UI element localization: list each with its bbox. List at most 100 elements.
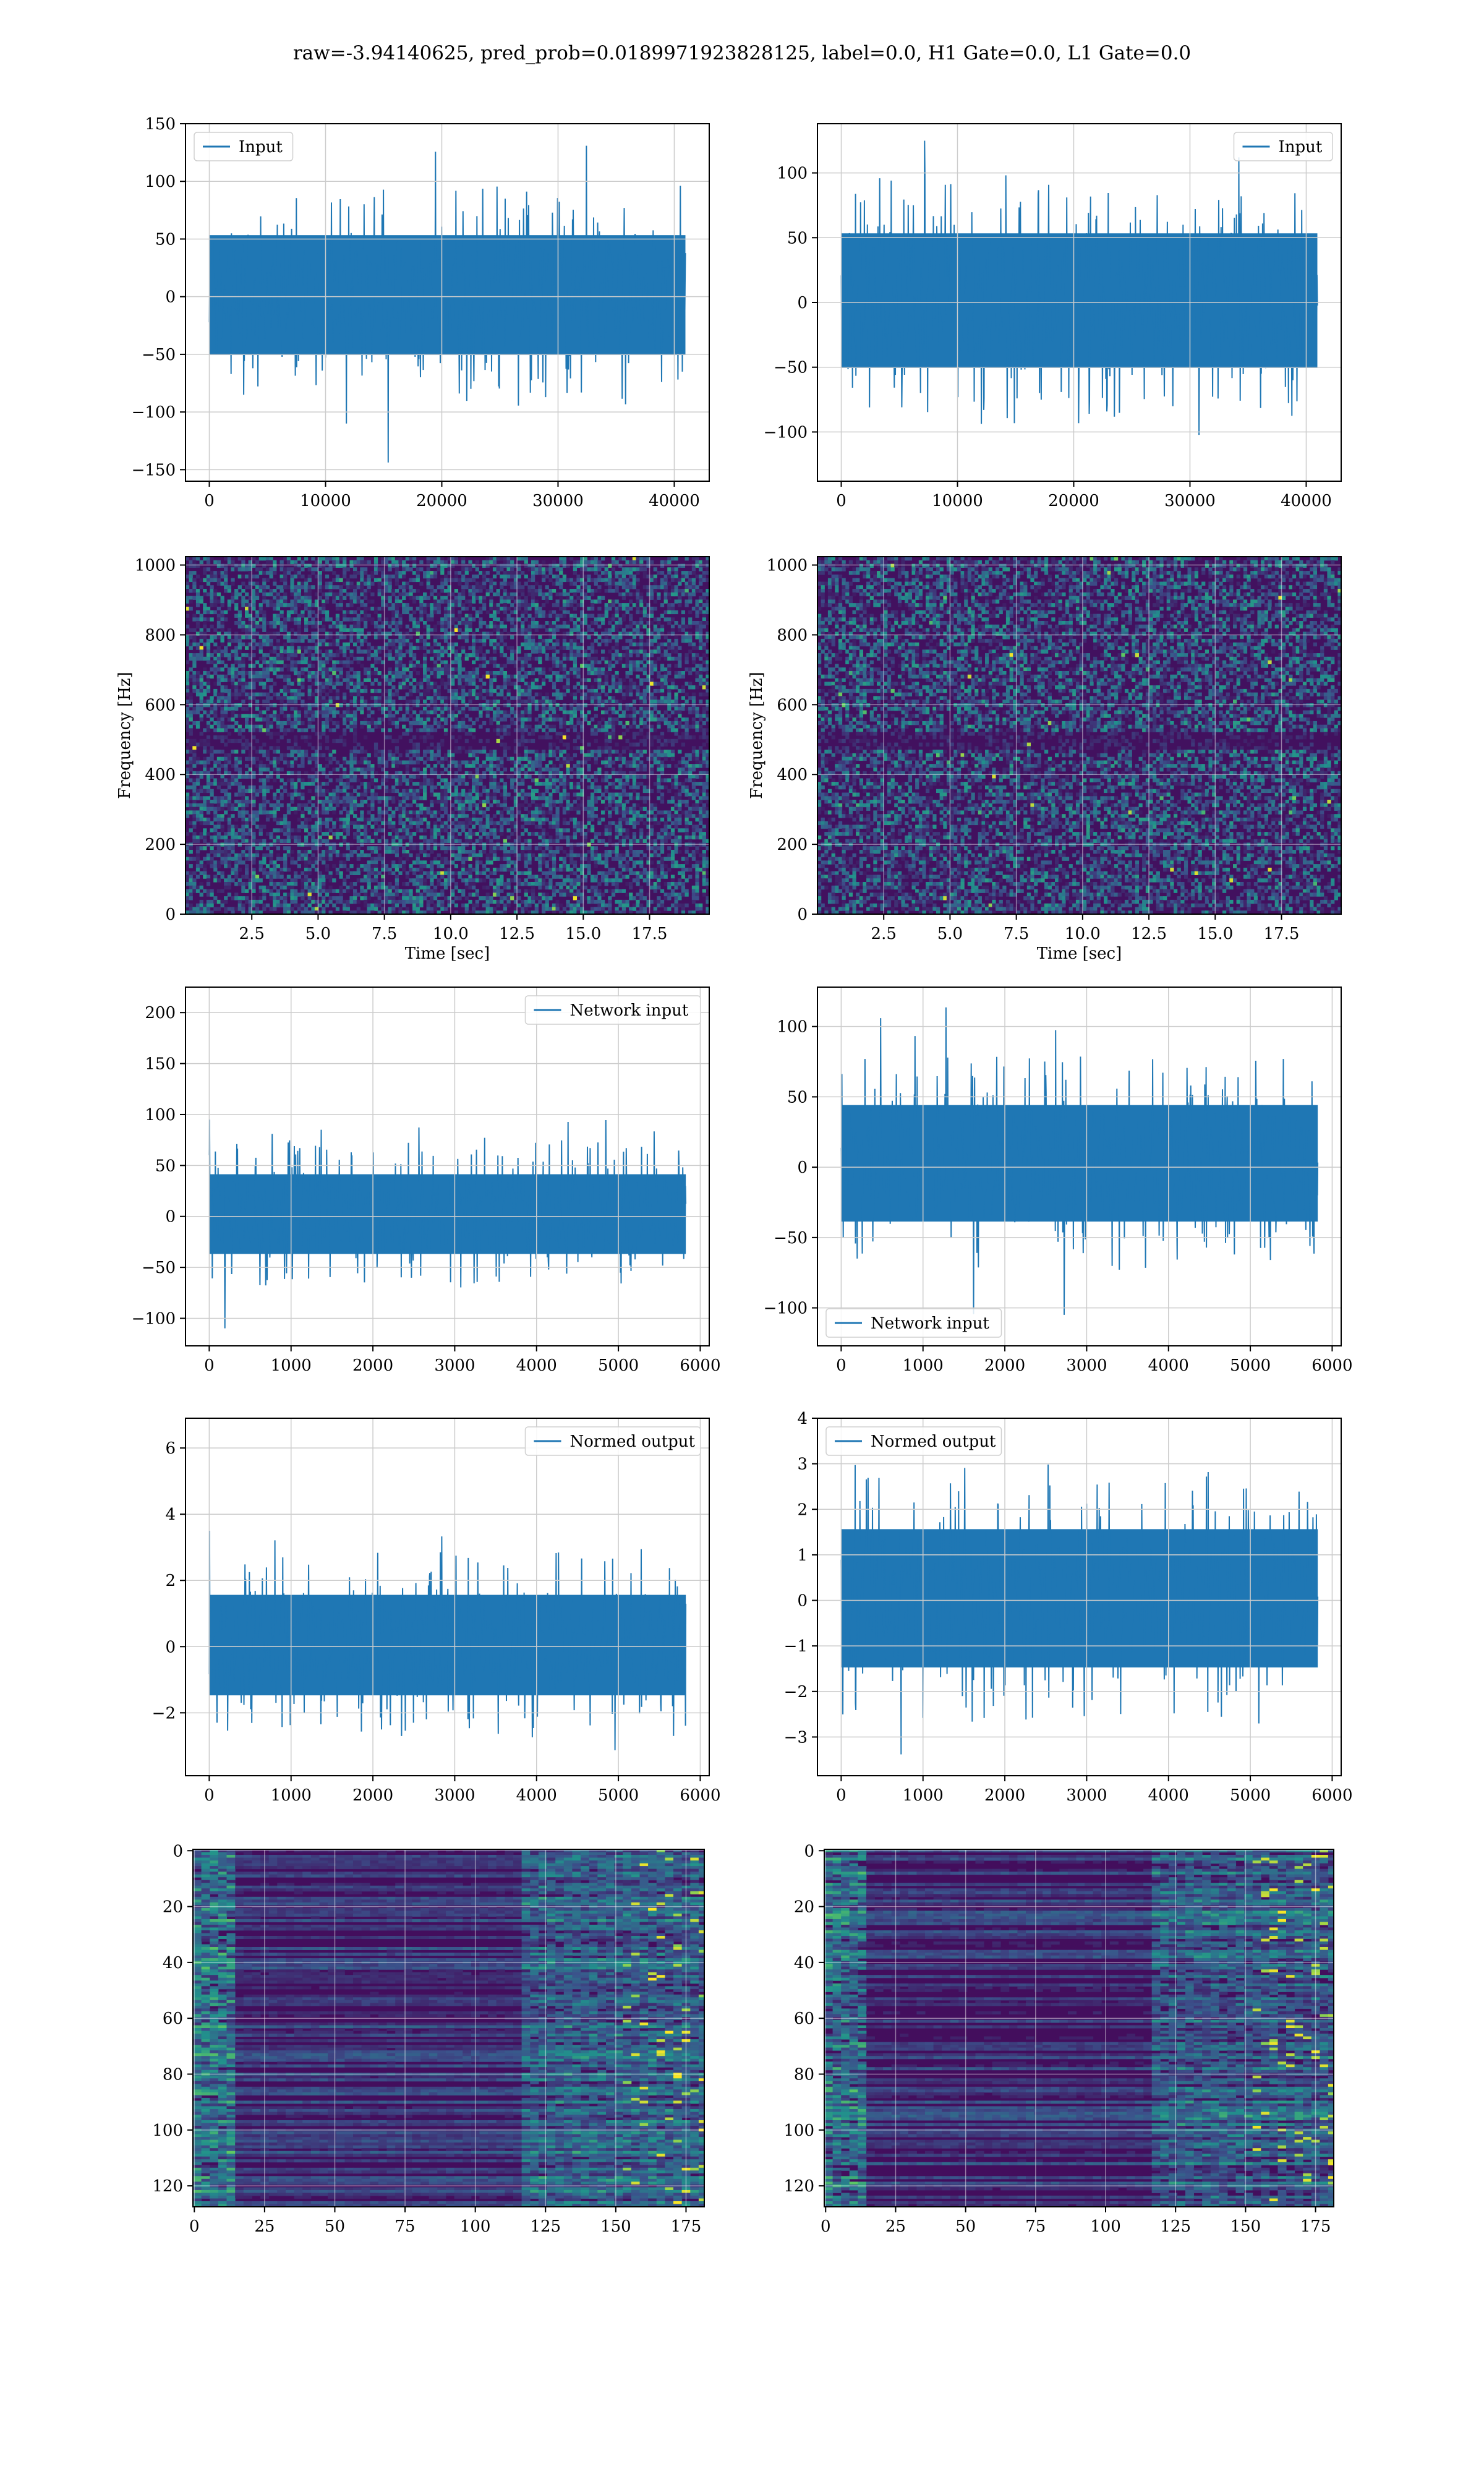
y-tick-label: 0 bbox=[804, 1842, 814, 1860]
x-tick-label: 1000 bbox=[271, 1786, 312, 1805]
axes-frame bbox=[185, 556, 710, 915]
axes-frame bbox=[185, 987, 710, 1346]
legend: Input bbox=[1233, 132, 1333, 161]
legend-box bbox=[194, 132, 294, 161]
y-tick-label: 0 bbox=[165, 1208, 176, 1226]
y-tick-label: 400 bbox=[145, 766, 176, 784]
x-tick-label: 2000 bbox=[984, 1356, 1025, 1375]
x-tick-label: 6000 bbox=[1311, 1356, 1352, 1375]
plot-area bbox=[186, 557, 709, 914]
x-tick-label: 20000 bbox=[1048, 492, 1099, 510]
y-tick-label: −50 bbox=[142, 346, 176, 364]
axes-frame bbox=[817, 987, 1342, 1346]
y-tick-label: −100 bbox=[764, 423, 808, 442]
y-tick-label: 6 bbox=[165, 1439, 176, 1458]
y-tick-label: 100 bbox=[152, 2121, 183, 2140]
legend-box bbox=[825, 1308, 1002, 1338]
axes-frame bbox=[185, 1418, 710, 1776]
y-tick-label: 100 bbox=[145, 173, 176, 191]
y-tick-label: 1 bbox=[797, 1546, 808, 1565]
y-tick-label: −100 bbox=[764, 1299, 808, 1318]
y-tick-label: 60 bbox=[794, 2010, 814, 2028]
y-tick-label: 0 bbox=[797, 1592, 808, 1611]
x-tick-label: 0 bbox=[204, 1786, 215, 1805]
y-tick-label: 0 bbox=[797, 905, 808, 924]
y-tick-label: 100 bbox=[783, 2121, 814, 2140]
x-axis-label: Time [sec] bbox=[1037, 944, 1122, 963]
y-tick-label: −50 bbox=[774, 1229, 808, 1248]
y-tick-label: 2 bbox=[797, 1500, 808, 1519]
x-tick-label: 4000 bbox=[1148, 1356, 1189, 1375]
x-tick-label: 5.0 bbox=[305, 925, 331, 943]
x-tick-label: 100 bbox=[1090, 2217, 1121, 2236]
plot-area bbox=[824, 1849, 1334, 2207]
x-tick-label: 15.0 bbox=[1197, 925, 1233, 943]
y-tick-label: 1000 bbox=[135, 557, 176, 575]
x-tick-label: 5000 bbox=[598, 1786, 639, 1805]
panel-network-input-l1: 0 1000 2000 3000 4000 5000 6000 −100 −50 0 50 100 Ne… bbox=[764, 987, 1353, 1375]
y-tick-label: 100 bbox=[145, 1106, 176, 1124]
x-tick-label: 10000 bbox=[300, 492, 351, 510]
panel-spectrogram-h1: 2.5 5.0 7.5 10.0 12.5 15.0 17.5 0 200 400 600 800 10… bbox=[116, 556, 710, 963]
x-tick-label: 4000 bbox=[516, 1356, 557, 1375]
y-tick-label: 0 bbox=[797, 1158, 808, 1177]
legend-label: Input bbox=[239, 138, 283, 156]
plot-area bbox=[817, 124, 1341, 481]
y-tick-label: 4 bbox=[165, 1505, 176, 1524]
x-tick-label: 2000 bbox=[984, 1786, 1025, 1805]
y-tick-label: 150 bbox=[145, 1055, 176, 1074]
figure-title: raw=-3.94140625, pred_prob=0.01899719238… bbox=[0, 42, 1484, 64]
y-tick-label: 1000 bbox=[767, 557, 808, 575]
series-line-network-input bbox=[208, 1119, 687, 1329]
x-tick-label: 175 bbox=[671, 2217, 702, 2236]
y-tick-label: 40 bbox=[794, 1954, 814, 1972]
legend-label: Normed output bbox=[871, 1432, 996, 1451]
x-tick-label: 6000 bbox=[1311, 1786, 1352, 1805]
y-tick-label: 0 bbox=[797, 294, 808, 312]
y-tick-label: 0 bbox=[173, 1842, 183, 1860]
x-tick-label: 1000 bbox=[271, 1356, 312, 1375]
y-tick-label: 80 bbox=[794, 2066, 814, 2084]
y-tick-label: 100 bbox=[777, 165, 808, 183]
x-tick-label: 25 bbox=[254, 2217, 275, 2236]
panel-network-input-h1: 0 1000 2000 3000 4000 5000 6000 −100 −50 0 50 100 15… bbox=[132, 987, 721, 1375]
legend-label: Normed output bbox=[570, 1432, 696, 1451]
x-tick-label: 30000 bbox=[532, 492, 584, 510]
y-tick-label: −1 bbox=[784, 1637, 808, 1656]
x-tick-label: 0 bbox=[204, 1356, 215, 1375]
legend: Normed output bbox=[825, 1426, 1002, 1456]
x-tick-label: 0 bbox=[836, 1786, 846, 1805]
legend: Network input bbox=[825, 1308, 1002, 1338]
y-tick-label: 20 bbox=[794, 1898, 814, 1917]
x-tick-label: 3000 bbox=[434, 1356, 475, 1375]
x-tick-label: 5000 bbox=[598, 1356, 639, 1375]
x-tick-label: 0 bbox=[189, 2217, 200, 2236]
y-tick-label: 50 bbox=[787, 229, 808, 247]
y-tick-label: 50 bbox=[155, 230, 176, 249]
y-tick-label: 150 bbox=[145, 115, 176, 134]
x-tick-label: 1000 bbox=[903, 1786, 944, 1805]
x-tick-label: 175 bbox=[1300, 2217, 1331, 2236]
panel-feature-map-h1: 0 25 50 75 100 125 150 175 0 20 40 60 80 100 120 bbox=[152, 1842, 705, 2236]
x-tick-label: 4000 bbox=[516, 1786, 557, 1805]
x-tick-label: 4000 bbox=[1148, 1786, 1189, 1805]
x-tick-label: 5.0 bbox=[937, 925, 963, 943]
y-tick-label: 3 bbox=[797, 1455, 808, 1474]
y-tick-label: −150 bbox=[132, 461, 176, 479]
plot-area bbox=[817, 987, 1341, 1346]
y-tick-label: 600 bbox=[145, 696, 176, 714]
y-tick-label: 400 bbox=[777, 766, 808, 784]
y-tick-label: −2 bbox=[784, 1683, 808, 1701]
x-tick-label: 75 bbox=[395, 2217, 416, 2236]
legend-label: Network input bbox=[871, 1314, 989, 1333]
series-line-input bbox=[208, 145, 686, 463]
series-line-network-input bbox=[840, 1007, 1319, 1315]
legend-label: Input bbox=[1279, 138, 1323, 156]
x-tick-label: 2000 bbox=[352, 1786, 393, 1805]
axes-frame bbox=[817, 1418, 1342, 1776]
panel-spectrogram-l1: 2.5 5.0 7.5 10.0 12.5 15.0 17.5 0 200 400 600 800 10… bbox=[748, 556, 1342, 963]
x-tick-label: 150 bbox=[600, 2217, 631, 2236]
legend: Network input bbox=[524, 995, 701, 1025]
y-tick-label: 100 bbox=[777, 1018, 808, 1037]
x-tick-label: 20000 bbox=[416, 492, 467, 510]
